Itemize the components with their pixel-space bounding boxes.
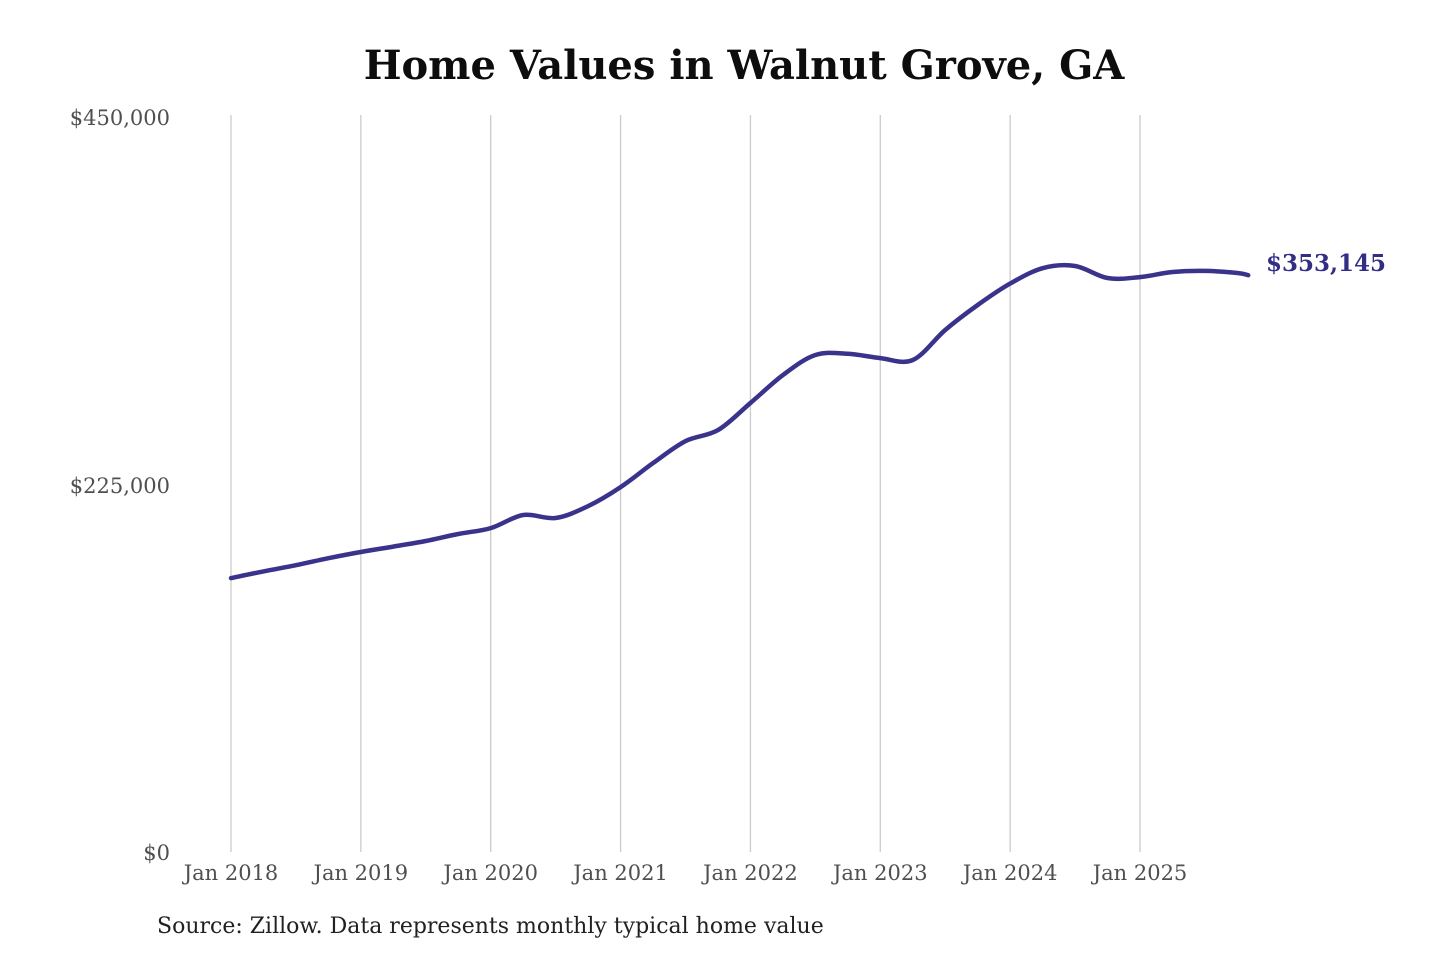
x-tick-label: Jan 2025 — [1092, 861, 1188, 885]
x-tick-label: Jan 2021 — [573, 861, 668, 885]
y-tick-label: $225,000 — [69, 473, 170, 498]
x-tick-label: Jan 2020 — [443, 861, 538, 885]
gridlines — [230, 115, 1141, 852]
x-tick-label: Jan 2018 — [183, 861, 279, 885]
y-tick-label: $0 — [143, 841, 170, 865]
home-value-line — [228, 262, 1251, 581]
y-tick-label: $450,000 — [69, 106, 170, 130]
final-value-label: $353,145 — [1266, 250, 1387, 277]
x-tick-label: Jan 2024 — [962, 861, 1058, 885]
chart-title: Home Values in Walnut Grove, GA — [363, 42, 1125, 89]
x-tick-label: Jan 2023 — [832, 861, 928, 885]
source-note: Source: Zillow. Data represents monthly … — [157, 914, 824, 939]
x-tick-label: Jan 2019 — [313, 861, 409, 885]
x-tick-label: Jan 2022 — [703, 861, 798, 885]
